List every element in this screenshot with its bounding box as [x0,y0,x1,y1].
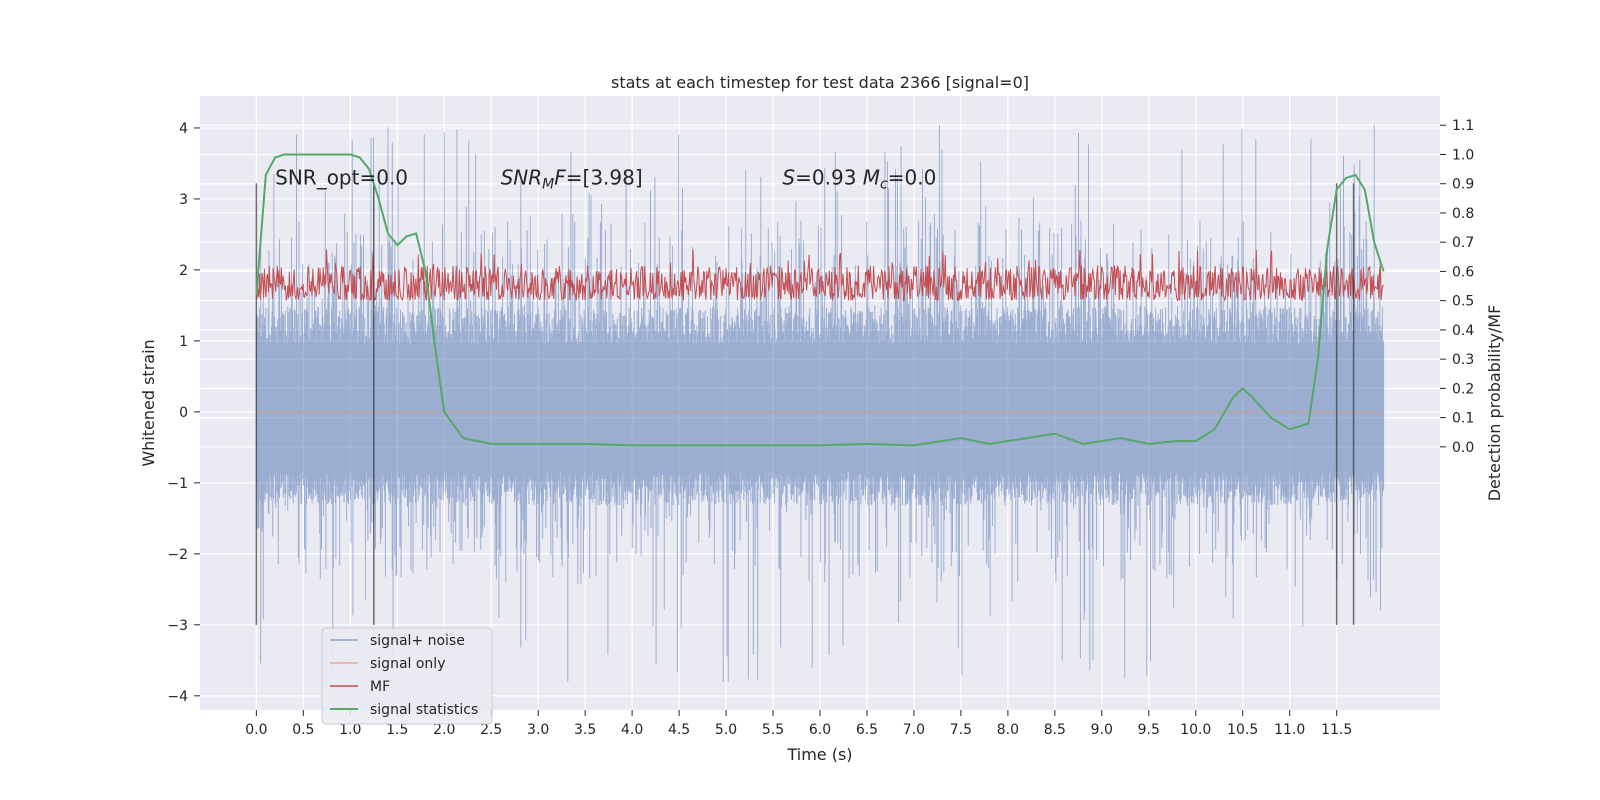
y-right-tick-label: 1.1 [1452,118,1474,134]
annotations: SNR_opt=0.0 SNRMF=[3.98] S=0.93 Mc=0.0 [275,166,936,193]
series-mf [255,249,1384,303]
y-tick-label: −4 [167,689,188,705]
x-tick-label: 5.0 [715,722,737,738]
annotation-1: SNR_opt=0.0 [275,166,408,190]
x-tick-label: 7.5 [950,722,972,738]
y-right-tick-labels: 0.0 0.1 0.2 0.3 0.4 0.5 0.6 0.7 0.8 0.9 1.0 1.1 [1440,118,1474,456]
y-right-tick-label: 0.6 [1452,264,1474,280]
x-tick-label: 10.0 [1180,722,1211,738]
y-right-tick-label: 0.7 [1452,235,1474,251]
x-tick-label: 4.0 [621,722,643,738]
chart-title: stats at each timestep for test data 236… [611,73,1029,92]
y-tick-labels: −4 −3 −2 −1 0 1 2 3 4 [167,121,200,705]
mf-trace [255,249,1384,303]
annotation-3: S=0.93 Mc=0.0 [782,166,936,193]
annotation-2: SNRMF=[3.98] [501,166,643,193]
legend-entry: MF [370,679,390,695]
x-tick-label: 11.5 [1321,722,1352,738]
x-tick-label: 9.0 [1091,722,1113,738]
y-tick-label: 0 [179,405,188,421]
x-tick-label: 7.0 [903,722,925,738]
x-tick-label: 9.5 [1138,722,1160,738]
y-right-axis-label: Detection probability/MF [1485,305,1504,502]
legend-entry: signal+ noise [370,633,465,649]
x-tick-label: 1.5 [386,722,408,738]
y-tick-label: −1 [167,476,188,492]
x-tick-label: 2.5 [480,722,502,738]
x-tick-label: 0.5 [292,722,314,738]
y-right-tick-label: 0.0 [1452,440,1474,456]
x-tick-label: 6.0 [809,722,831,738]
x-tick-label: 5.5 [762,722,784,738]
x-tick-label: 0.0 [245,722,267,738]
y-tick-label: 3 [179,192,188,208]
x-tick-label: 10.5 [1227,722,1258,738]
signal-statistics-line [255,153,1385,447]
series-signal-statistics [255,153,1385,447]
y-tick-label: −2 [167,547,188,563]
legend-entry: signal only [370,656,445,672]
vertical-markers [255,183,1355,625]
legend-entry: signal statistics [370,702,478,718]
x-tick-label: 11.0 [1274,722,1305,738]
y-right-tick-label: 0.8 [1452,206,1474,222]
legend-frame [321,627,493,725]
x-tick-label: 6.5 [856,722,878,738]
x-tick-labels: 0.0 0.5 1.0 1.5 2.0 2.5 3.0 3.5 4.0 4.5 5.0 5.5 6.0 6… [245,710,1352,738]
y-tick-label: −3 [167,618,188,634]
legend: signal+ noise signal only MF signal statist… [321,627,493,725]
x-tick-label: 2.0 [433,722,455,738]
x-tick-label: 8.0 [997,722,1019,738]
x-axis-label: Time (s) [786,745,852,764]
y-right-tick-label: 0.3 [1452,352,1474,368]
x-tick-label: 3.0 [527,722,549,738]
y-tick-label: 4 [179,121,188,137]
x-tick-label: 3.5 [574,722,596,738]
y-right-tick-label: 0.5 [1452,294,1474,310]
y-tick-label: 1 [179,334,188,350]
y-tick-label: 2 [179,263,188,279]
y-right-tick-label: 0.4 [1452,323,1474,339]
x-tick-label: 8.5 [1044,722,1066,738]
x-tick-label: 4.5 [668,722,690,738]
y-axis-label: Whitened strain [139,339,158,466]
y-right-tick-label: 1.0 [1452,147,1474,163]
x-tick-label: 1.0 [339,722,361,738]
y-right-tick-label: 0.9 [1452,177,1474,193]
y-right-tick-label: 0.1 [1452,411,1474,427]
y-right-tick-label: 0.2 [1452,381,1474,397]
